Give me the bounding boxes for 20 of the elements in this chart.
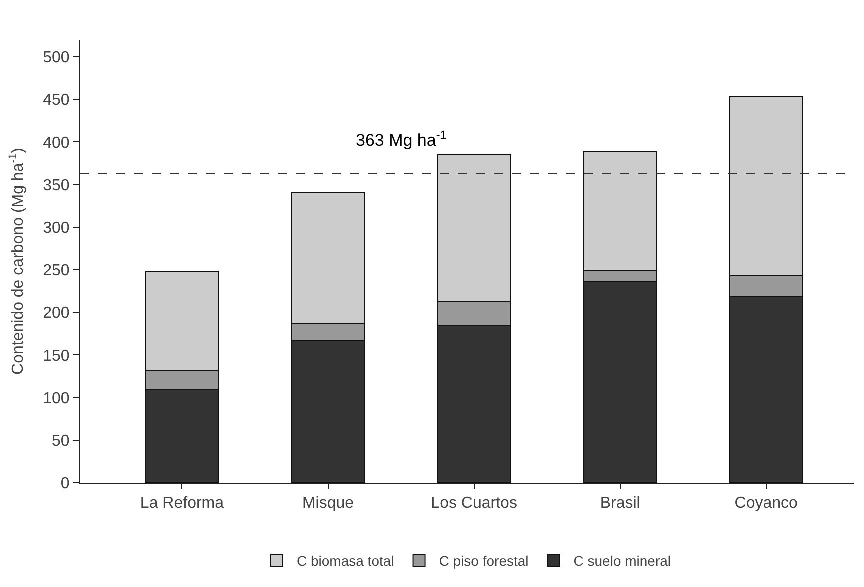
y-tick-label: 500 — [43, 50, 70, 67]
y-tick-label: 300 — [43, 220, 70, 238]
y-tick-label: 450 — [43, 92, 70, 110]
y-tick-label: 0 — [60, 476, 70, 493]
legend-label: C biomasa total — [297, 553, 394, 570]
x-tick-label: Coyanco — [734, 495, 798, 512]
ref-line-label: 363 Mg ha$^{-1}$ — [356, 128, 448, 150]
y-tick-label: 150 — [43, 348, 70, 365]
y-tick-label: 100 — [43, 390, 70, 408]
y-tick-label: 350 — [43, 177, 70, 194]
x-tick-label: Brasil — [600, 495, 640, 512]
x-tick-label: Misque — [302, 495, 354, 512]
x-tick-label: La Reforma — [140, 495, 224, 512]
y-tick-label: 250 — [43, 262, 70, 280]
x-tick-label: Los Cuartos — [431, 495, 518, 512]
y-tick-label: 400 — [43, 134, 70, 152]
legend-label: C suelo mineral — [574, 553, 672, 570]
legend-label: C piso forestal — [439, 553, 529, 570]
y-tick-label: 50 — [52, 433, 70, 450]
y-tick-label: 200 — [43, 305, 70, 322]
